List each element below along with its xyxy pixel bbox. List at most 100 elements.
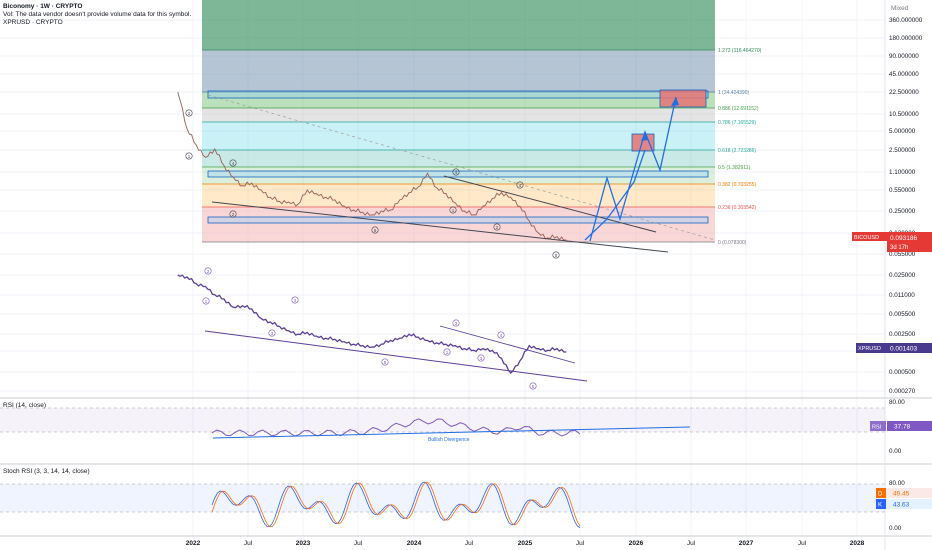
- stoch-k-value: 43.63: [893, 502, 910, 509]
- time-axis-label: 2027: [739, 540, 754, 547]
- wave-label: 5: [374, 228, 377, 233]
- stoch-d-tag-bg: [876, 488, 932, 498]
- wave-label-circle: [229, 210, 237, 218]
- wave-label-circle: [185, 152, 193, 160]
- fib-level-label: 1 (24.424390): [718, 90, 749, 96]
- fib-zone: [202, 0, 715, 50]
- wave-label-circle: [202, 297, 210, 305]
- xpr-price-tag-value: 0.001403: [890, 346, 917, 353]
- stoch-d-tag-label: D: [878, 492, 883, 498]
- stoch-k-line: [211, 481, 581, 528]
- fib-level-label: 0 (0.078300): [718, 240, 747, 246]
- price-tick-label: 10.500000: [889, 111, 919, 118]
- wave-label: 4: [455, 170, 458, 175]
- wave-label: 5: [532, 384, 535, 389]
- price-tick-label: 0.011000: [889, 292, 915, 299]
- wave-label: 1: [446, 350, 449, 355]
- dashed-trendline: [207, 94, 716, 241]
- time-axis-label: 2025: [518, 540, 533, 547]
- stoch-band: [0, 484, 885, 512]
- wave-label-circle: [371, 226, 379, 234]
- series-layer: 2 1 4 2 5 4 1 4 2 5 2 1 4 3 5 3 1 4 3 5: [177, 91, 669, 390]
- wave-label: 2: [496, 225, 499, 230]
- stoch-k-tag-label: K: [878, 503, 882, 509]
- target-box: [659, 89, 707, 108]
- support-box: [207, 216, 709, 224]
- rsi-line: [211, 418, 581, 437]
- wave-label-circle: [493, 223, 501, 231]
- wave-label-circle: [477, 354, 485, 362]
- wave-label: 3: [480, 356, 483, 361]
- time-axis-label: Jul: [687, 540, 696, 547]
- price-tick-label: 5.000000: [889, 128, 916, 135]
- rsi-name-tag-label: RSI: [872, 425, 882, 431]
- price-tick-label: 0.000500: [889, 369, 916, 376]
- target-box: [631, 133, 655, 152]
- wave-label: 1: [188, 154, 191, 159]
- fib-zone: [202, 207, 715, 242]
- price-tick-label: 0.025000: [889, 272, 916, 279]
- wave-label-circle: [229, 159, 237, 167]
- xpr-support-trendline: [204, 330, 588, 382]
- bic-price-tag-value: 0.093186: [890, 235, 917, 242]
- wave-label-circle: [449, 206, 457, 214]
- projection-arrowhead: [641, 132, 648, 141]
- rsi-value: 37.78: [894, 424, 911, 431]
- time-axis-label: Jul: [465, 540, 474, 547]
- bic-symbol-tag-label: BICOUSD: [854, 235, 879, 241]
- wave-label: 5: [384, 360, 387, 365]
- time-axis-label: Jul: [576, 540, 585, 547]
- wave-label-circle: [381, 358, 389, 366]
- wave-label-circle: [291, 296, 299, 304]
- wave-label-circle: [529, 382, 537, 390]
- projection-arrowhead: [671, 97, 679, 106]
- price-tick-label: 1.100000: [889, 169, 916, 176]
- fib-level-label: 0.382 (0.703255): [718, 182, 756, 188]
- stoch-d-tag: [876, 488, 886, 498]
- divergence-line: [212, 426, 691, 439]
- scale-mode[interactable]: Mixed: [891, 5, 909, 12]
- xpr-symbol-tag-label: XPRUSD: [858, 346, 881, 352]
- fib-zone: [202, 122, 715, 150]
- chart-title: Biconomy · 1W · CRYPTO: [3, 3, 83, 10]
- wave-label: 1: [452, 208, 455, 213]
- divergence-annotation: Bullish Divergence: [428, 437, 470, 443]
- resistance-trendline: [443, 175, 657, 233]
- fib-zone: [202, 92, 715, 108]
- fib-zone: [202, 108, 715, 122]
- stoch-title[interactable]: Stoch RSI (3, 3, 14, 14, close): [3, 468, 90, 475]
- wave-label-circle: [452, 168, 460, 176]
- xpr-resistance-trendline: [439, 325, 576, 364]
- wave-label-circle: [452, 319, 460, 327]
- projection-layer: [584, 96, 679, 242]
- wave-label: 3: [271, 331, 274, 336]
- wave-label: 3: [455, 321, 458, 326]
- rsi-axis-label: 0.00: [889, 448, 902, 455]
- fib-level-label: 0.786 (7.165529): [718, 120, 756, 126]
- support-trendline: [211, 201, 669, 253]
- wave-label-circle: [443, 348, 451, 356]
- price-tick-label: 0.250000: [889, 208, 916, 215]
- wave-label-circle: [268, 329, 276, 337]
- time-axis-label: 2024: [407, 540, 422, 547]
- stoch-axis-label: 0.00: [889, 525, 902, 532]
- wave-label: 2: [232, 212, 235, 217]
- stoch-k-tag: [876, 499, 886, 509]
- wave-label: 2: [188, 111, 191, 116]
- wave-label: 4: [294, 298, 297, 303]
- rsi-value-tag: [887, 421, 932, 431]
- fib-zone: [202, 184, 715, 207]
- rsi-title[interactable]: RSI (14, close): [3, 402, 46, 409]
- wave-label: 4: [232, 161, 235, 166]
- fib-zone: [202, 50, 715, 92]
- price-tick-label: 22.500000: [889, 89, 919, 96]
- price-tick-label: 0.000270: [889, 388, 916, 395]
- fib-level-label: 0.5 (1.382911): [718, 165, 750, 171]
- compare-symbol[interactable]: XPRUSD · CRYPTO: [3, 19, 63, 26]
- wave-label-circle: [204, 267, 212, 275]
- fib-zone: [202, 150, 715, 167]
- fib-layer: 1.272 (116.464270) 1 (24.424390) 0.886 (12…: [202, 0, 762, 246]
- price-tick-label: 2.500000: [889, 147, 916, 154]
- wave-label: 1: [205, 299, 208, 304]
